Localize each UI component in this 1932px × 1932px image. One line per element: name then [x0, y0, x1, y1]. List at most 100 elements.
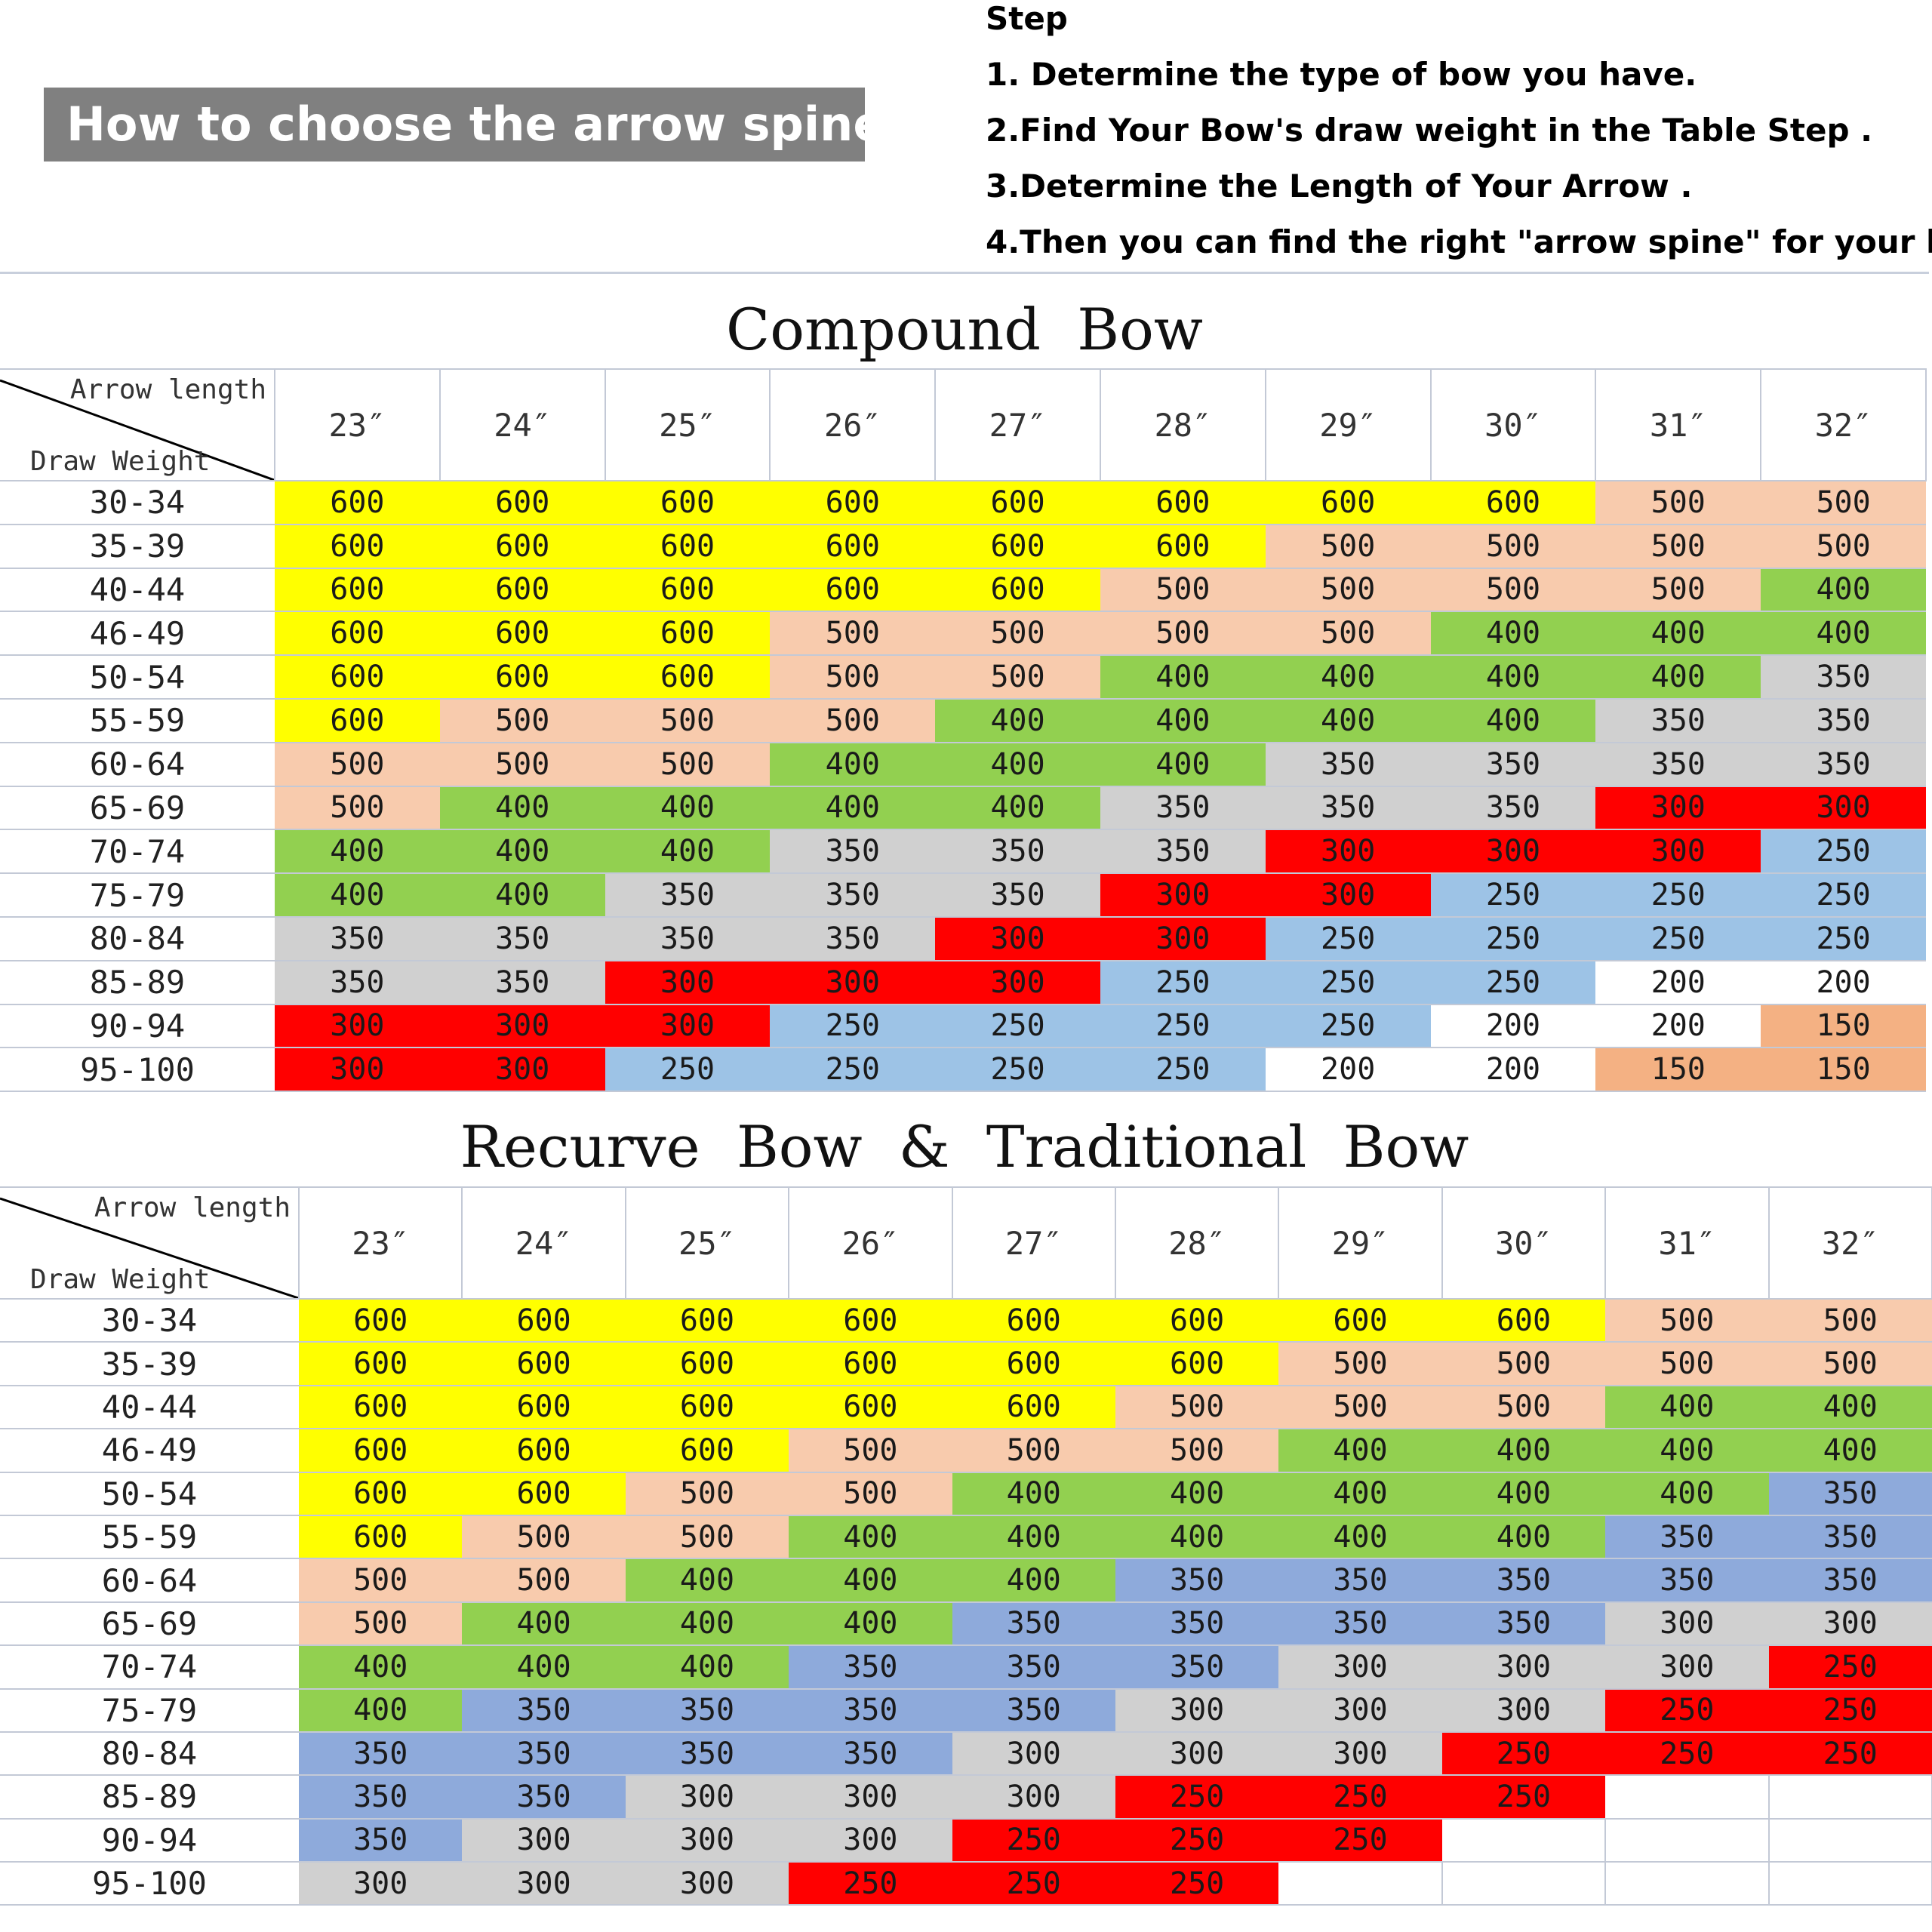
- spine-value-cell: 300: [1605, 1645, 1769, 1690]
- table-header-row: Arrow length Draw Weight 23″ 24″ 25″ 26″ 27″ 28…: [0, 1186, 1932, 1300]
- recurve-spine-table: Arrow length Draw Weight 23″ 24″ 25″ 26″ 27″ 28…: [0, 1186, 1932, 1906]
- spine-value-cell: 600: [625, 1385, 789, 1430]
- spine-value-cell: 500: [1595, 481, 1761, 525]
- spine-value-cell: 600: [789, 1342, 952, 1386]
- table-row: 70-74 400 400 400 350 350 350 300 300 300 250: [0, 829, 1926, 875]
- spine-value-cell: 400: [1441, 1472, 1606, 1516]
- spine-value-cell: 250: [935, 1048, 1100, 1093]
- arrow-length-header: 23″: [275, 368, 441, 481]
- spine-value-cell: 350: [1768, 1558, 1932, 1603]
- table-row: 90-94 350 300 300 300 250 250 250: [0, 1818, 1932, 1863]
- spine-value-cell: 200: [1595, 1004, 1761, 1049]
- draw-weight-cell: 90-94: [0, 1818, 299, 1863]
- spine-value-cell: 350: [439, 916, 605, 961]
- spine-value-cell: 400: [462, 1601, 626, 1647]
- spine-value-cell: 500: [275, 786, 440, 831]
- spine-value-cell: 250: [1265, 1004, 1431, 1049]
- spine-value-cell: 250: [1441, 1775, 1606, 1820]
- spine-value-cell: 300: [1115, 1731, 1279, 1777]
- spine-value-cell: 600: [770, 568, 936, 613]
- spine-value-cell: 250: [1768, 1645, 1932, 1690]
- spine-value-cell: 400: [299, 1688, 463, 1733]
- draw-weight-cell: 30-34: [0, 481, 275, 525]
- spine-value-cell: 400: [299, 1645, 463, 1690]
- spine-value-cell: 300: [1265, 829, 1431, 875]
- spine-value-cell: 500: [462, 1515, 626, 1560]
- spine-value-cell: 200: [1430, 1048, 1596, 1093]
- draw-weight-cell: 50-54: [0, 655, 275, 700]
- table-row: 50-54 600 600 600 500 500 400 400 400 400 350: [0, 655, 1926, 700]
- spine-value-cell: 250: [1761, 873, 1926, 918]
- spine-value-cell: 500: [789, 1472, 952, 1516]
- spine-value-cell: 500: [1115, 1429, 1279, 1473]
- spine-value-cell: 400: [1278, 1472, 1442, 1516]
- draw-weight-label: Draw Weight: [30, 1264, 211, 1295]
- draw-weight-cell: 80-84: [0, 1731, 299, 1777]
- spine-value-cell: 350: [952, 1688, 1115, 1733]
- spine-value-cell: 500: [770, 611, 936, 657]
- spine-value-cell: 400: [1430, 611, 1596, 657]
- spine-value-cell: 350: [1100, 829, 1266, 875]
- spine-value-cell: 350: [1100, 786, 1266, 831]
- spine-value-cell: 500: [1100, 568, 1266, 613]
- spine-value-cell: 400: [935, 742, 1100, 787]
- spine-value-cell: 300: [952, 1731, 1115, 1777]
- spine-value-cell: 350: [770, 873, 936, 918]
- spine-value-cell: 600: [275, 655, 440, 700]
- spine-value-cell: 300: [1595, 829, 1761, 875]
- spine-value-cell: 600: [605, 611, 771, 657]
- spine-value-cell: 600: [299, 1515, 463, 1560]
- arrow-length-header: 28″: [1100, 368, 1266, 481]
- spine-value-cell: 350: [625, 1688, 789, 1733]
- spine-value-cell: 600: [439, 655, 605, 700]
- spine-value-cell: 250: [1430, 916, 1596, 961]
- arrow-length-header: 25″: [625, 1186, 790, 1300]
- spine-value-cell: 600: [462, 1472, 626, 1516]
- spine-value-cell: 250: [952, 1818, 1115, 1863]
- spine-value-cell: 400: [935, 786, 1100, 831]
- spine-value-cell: 600: [299, 1299, 463, 1343]
- spine-value-cell: 250: [1430, 873, 1596, 918]
- table-row: 80-84 350 350 350 350 300 300 250 250 250 250: [0, 916, 1926, 961]
- spine-value-cell: 500: [1761, 481, 1926, 525]
- table-row: 50-54 600 600 500 500 400 400 400 400 400 350: [0, 1472, 1932, 1516]
- table-row: 75-79 400 350 350 350 350 300 300 300 250 250: [0, 1688, 1932, 1733]
- spine-value-cell: 350: [952, 1601, 1115, 1647]
- draw-weight-cell: 80-84: [0, 916, 275, 961]
- spine-value-cell: 350: [1278, 1601, 1442, 1647]
- corner-diagonal-line: [0, 379, 273, 479]
- spine-value-cell: 150: [1595, 1048, 1761, 1093]
- draw-weight-cell: 55-59: [0, 1515, 299, 1560]
- spine-value-cell: 400: [625, 1558, 789, 1603]
- table-row: 80-84 350 350 350 350 300 300 300 250 250 250: [0, 1731, 1932, 1777]
- spine-value-cell: 600: [605, 524, 771, 569]
- spine-value-cell: 400: [1761, 611, 1926, 657]
- draw-weight-cell: 35-39: [0, 524, 275, 569]
- spine-value-cell: 300: [1278, 1731, 1442, 1777]
- spine-value-cell: 250: [1605, 1688, 1769, 1733]
- spine-value-cell: 500: [1605, 1299, 1769, 1343]
- spine-value-cell: 600: [275, 698, 440, 743]
- spine-value-cell: 600: [1430, 481, 1596, 525]
- spine-value-cell: 300: [1115, 1688, 1279, 1733]
- arrow-length-header: 26″: [789, 1186, 953, 1300]
- draw-weight-cell: 65-69: [0, 1601, 299, 1647]
- table-row: 46-49 600 600 600 500 500 500 400 400 400 400: [0, 1429, 1932, 1473]
- draw-weight-cell: 70-74: [0, 829, 275, 875]
- spine-value-cell: 400: [1115, 1472, 1279, 1516]
- spine-value-cell: 500: [1768, 1342, 1932, 1386]
- spine-value-cell: 400: [1265, 698, 1431, 743]
- spine-value-cell: 600: [439, 481, 605, 525]
- spine-value-cell: 300: [1278, 1645, 1442, 1690]
- spine-value-cell: [1605, 1862, 1770, 1906]
- draw-weight-cell: 75-79: [0, 1688, 299, 1733]
- spine-value-cell: 300: [1441, 1688, 1606, 1733]
- table-row: 90-94 300 300 300 250 250 250 250 200 200 150: [0, 1004, 1926, 1049]
- spine-value-cell: 300: [439, 1048, 605, 1093]
- spine-value-cell: 300: [625, 1775, 789, 1820]
- page-title-banner: How to choose the arrow spine?: [44, 88, 912, 162]
- arrow-length-label: Arrow length: [69, 374, 266, 405]
- spine-value-cell: 600: [439, 611, 605, 657]
- spine-value-cell: 400: [1441, 1429, 1606, 1473]
- step-item: 1. Determine the type of bow you have.: [986, 56, 1697, 93]
